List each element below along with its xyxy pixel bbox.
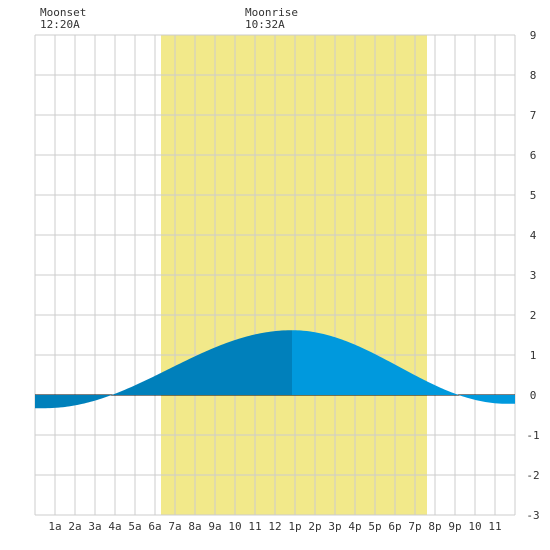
x-tick-label: 1a (48, 520, 61, 533)
x-tick-label: 6p (388, 520, 401, 533)
x-tick-label: 2p (308, 520, 321, 533)
x-tick-label: 5a (128, 520, 141, 533)
y-tick-label: 1 (530, 349, 537, 362)
y-tick-label: 6 (530, 149, 537, 162)
x-tick-label: 10 (468, 520, 481, 533)
x-tick-label: 1p (288, 520, 301, 533)
moonset-title: Moonset (40, 6, 87, 19)
moonrise-label: Moonrise 10:32A (245, 7, 298, 31)
x-tick-label: 11 (488, 520, 501, 533)
y-tick-label: 9 (530, 29, 537, 42)
x-tick-label: 8p (428, 520, 441, 533)
x-tick-label: 3p (328, 520, 341, 533)
x-tick-label: 9p (448, 520, 461, 533)
x-tick-label: 6a (148, 520, 161, 533)
y-tick-label: -2 (526, 469, 539, 482)
x-tick-label: 2a (68, 520, 81, 533)
moonset-label: Moonset 12:20A (40, 7, 86, 31)
tide-area-falling (292, 330, 515, 404)
x-tick-label: 5p (368, 520, 381, 533)
x-axis-ticks: 1a 2a 3a 4a 5a 6a 7a 8a 9a 10 11 12 1p 2p 3p 4p 5p 6p 7p 8p… (48, 520, 501, 533)
y-tick-label: 4 (530, 229, 537, 242)
x-tick-label: 12 (268, 520, 281, 533)
x-tick-label: 4p (348, 520, 361, 533)
x-tick-label: 7p (408, 520, 421, 533)
moonrise-title: Moonrise (245, 6, 298, 19)
y-tick-label: 8 (530, 69, 537, 82)
y-tick-label: 0 (530, 389, 537, 402)
y-tick-label: 3 (530, 269, 537, 282)
x-tick-label: 9a (208, 520, 221, 533)
x-tick-label: 3a (88, 520, 101, 533)
y-tick-label: -1 (526, 429, 539, 442)
tide-area-rising (35, 330, 292, 409)
x-tick-label: 4a (108, 520, 121, 533)
x-tick-label: 7a (168, 520, 181, 533)
grid (34, 34, 516, 516)
x-tick-label: 8a (188, 520, 201, 533)
x-tick-label: 10 (228, 520, 241, 533)
tide-area (35, 330, 515, 409)
moonset-time: 12:20A (40, 18, 80, 31)
y-tick-label: 2 (530, 309, 537, 322)
y-tick-label: -3 (526, 509, 539, 522)
moonrise-time: 10:32A (245, 18, 285, 31)
y-tick-label: 7 (530, 109, 537, 122)
y-tick-label: 5 (530, 189, 537, 202)
x-tick-label: 11 (248, 520, 261, 533)
y-axis-ticks: -3 -2 -1 0 1 2 3 4 5 6 7 8 9 (526, 29, 539, 522)
